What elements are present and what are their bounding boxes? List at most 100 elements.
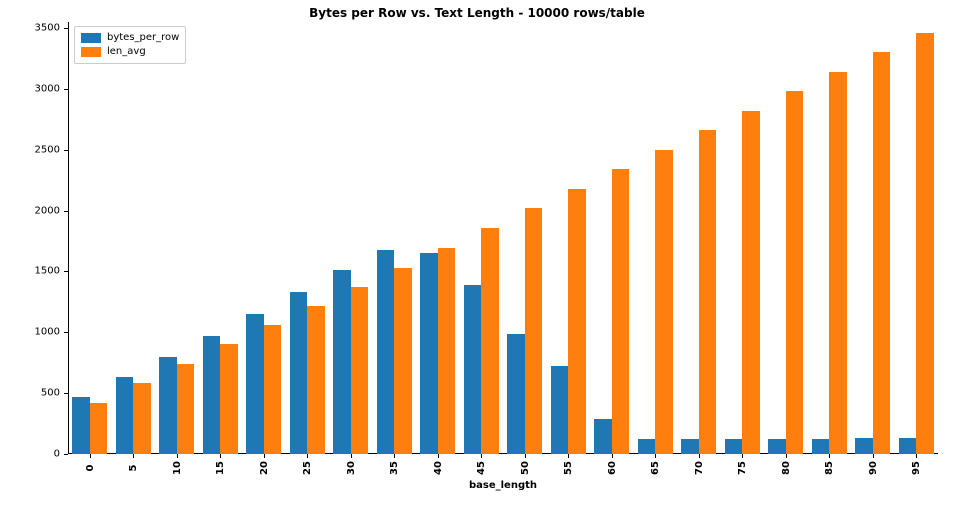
y-tick-label: 1000 xyxy=(35,327,68,338)
x-tick-mark xyxy=(351,454,352,458)
x-tick-mark xyxy=(264,454,265,458)
legend: bytes_per_rowlen_avg xyxy=(74,26,186,64)
chart-title: Bytes per Row vs. Text Length - 10000 ro… xyxy=(0,6,954,20)
x-tick-mark xyxy=(307,454,308,458)
x-tick-mark xyxy=(481,454,482,458)
bar-len_avg xyxy=(525,208,542,454)
bar-len_avg xyxy=(786,91,803,454)
bar-len_avg xyxy=(655,150,672,454)
bar-bytes_per_row xyxy=(72,397,89,454)
legend-swatch xyxy=(81,47,101,57)
x-tick-mark xyxy=(394,454,395,458)
x-tick-mark xyxy=(133,454,134,458)
x-tick-label: 35 xyxy=(389,461,400,475)
bar-bytes_per_row xyxy=(377,250,394,454)
bar-bytes_per_row xyxy=(246,314,263,454)
bar-bytes_per_row xyxy=(768,439,785,454)
bar-bytes_per_row xyxy=(116,377,133,454)
x-tick-mark xyxy=(438,454,439,458)
figure: Bytes per Row vs. Text Length - 10000 ro… xyxy=(0,0,954,507)
x-tick-label: 65 xyxy=(650,461,661,475)
bar-bytes_per_row xyxy=(681,439,698,454)
y-tick-mark xyxy=(64,393,68,394)
legend-item: bytes_per_row xyxy=(81,31,179,45)
bar-len_avg xyxy=(916,33,933,454)
y-tick-label: 2500 xyxy=(35,144,68,155)
bar-bytes_per_row xyxy=(203,336,220,454)
bar-len_avg xyxy=(873,52,890,454)
x-tick-label: 20 xyxy=(259,461,270,475)
x-tick-label: 40 xyxy=(433,461,444,475)
x-tick-label: 95 xyxy=(911,461,922,475)
bar-bytes_per_row xyxy=(725,439,742,454)
bar-len_avg xyxy=(829,72,846,454)
x-tick-mark xyxy=(612,454,613,458)
x-tick-mark xyxy=(916,454,917,458)
legend-label: len_avg xyxy=(107,45,146,59)
x-axis-spine xyxy=(68,453,938,454)
y-tick-mark xyxy=(64,332,68,333)
x-tick-mark xyxy=(655,454,656,458)
bar-bytes_per_row xyxy=(638,439,655,454)
legend-label: bytes_per_row xyxy=(107,31,179,45)
x-tick-mark xyxy=(177,454,178,458)
bar-len_avg xyxy=(699,130,716,454)
x-tick-label: 10 xyxy=(172,461,183,475)
x-tick-label: 5 xyxy=(128,465,139,472)
bar-bytes_per_row xyxy=(812,439,829,454)
x-axis-label: base_length xyxy=(68,480,938,491)
bar-len_avg xyxy=(394,268,411,454)
bar-bytes_per_row xyxy=(551,366,568,454)
legend-swatch xyxy=(81,33,101,43)
bar-len_avg xyxy=(438,248,455,454)
y-tick-mark xyxy=(64,89,68,90)
x-tick-mark xyxy=(873,454,874,458)
axes-area: 0500100015002000250030003500 05101520253… xyxy=(68,22,938,454)
bar-bytes_per_row xyxy=(159,357,176,454)
bar-bytes_per_row xyxy=(855,438,872,454)
x-tick-label: 50 xyxy=(520,461,531,475)
x-tick-label: 30 xyxy=(346,461,357,475)
bar-len_avg xyxy=(220,344,237,454)
x-tick-mark xyxy=(568,454,569,458)
bar-len_avg xyxy=(90,403,107,454)
y-tick-mark xyxy=(64,271,68,272)
bar-len_avg xyxy=(612,169,629,454)
x-tick-label: 45 xyxy=(476,461,487,475)
bar-len_avg xyxy=(264,325,281,454)
y-tick-mark xyxy=(64,28,68,29)
bar-bytes_per_row xyxy=(464,285,481,454)
bar-bytes_per_row xyxy=(420,253,437,454)
x-tick-label: 85 xyxy=(824,461,835,475)
y-tick-label: 1500 xyxy=(35,266,68,277)
x-tick-label: 55 xyxy=(563,461,574,475)
y-axis-spine xyxy=(68,22,69,454)
y-tick-mark xyxy=(64,454,68,455)
x-tick-mark xyxy=(90,454,91,458)
x-tick-label: 70 xyxy=(694,461,705,475)
x-tick-label: 60 xyxy=(607,461,618,475)
x-tick-mark xyxy=(786,454,787,458)
bar-bytes_per_row xyxy=(507,334,524,454)
x-tick-label: 15 xyxy=(215,461,226,475)
bar-len_avg xyxy=(307,306,324,454)
bar-bytes_per_row xyxy=(333,270,350,454)
bar-len_avg xyxy=(481,228,498,454)
bar-bytes_per_row xyxy=(290,292,307,454)
x-tick-mark xyxy=(699,454,700,458)
y-tick-label: 3000 xyxy=(35,83,68,94)
x-tick-mark xyxy=(829,454,830,458)
bar-len_avg xyxy=(177,364,194,454)
x-tick-mark xyxy=(220,454,221,458)
y-tick-label: 2000 xyxy=(35,205,68,216)
bar-len_avg xyxy=(742,111,759,454)
x-tick-label: 25 xyxy=(302,461,313,475)
x-tick-mark xyxy=(525,454,526,458)
x-tick-label: 80 xyxy=(781,461,792,475)
bar-bytes_per_row xyxy=(899,438,916,454)
x-tick-label: 0 xyxy=(85,465,96,472)
x-tick-label: 75 xyxy=(737,461,748,475)
bar-len_avg xyxy=(568,189,585,454)
x-tick-mark xyxy=(742,454,743,458)
legend-item: len_avg xyxy=(81,45,179,59)
